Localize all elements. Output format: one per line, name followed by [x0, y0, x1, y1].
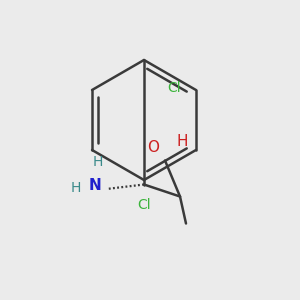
Text: O: O	[147, 140, 159, 154]
Text: Cl: Cl	[137, 198, 151, 212]
Text: Cl: Cl	[167, 82, 181, 95]
Text: H: H	[92, 155, 103, 170]
Text: H: H	[70, 181, 81, 194]
Text: N: N	[88, 178, 101, 194]
Text: H: H	[177, 134, 188, 148]
